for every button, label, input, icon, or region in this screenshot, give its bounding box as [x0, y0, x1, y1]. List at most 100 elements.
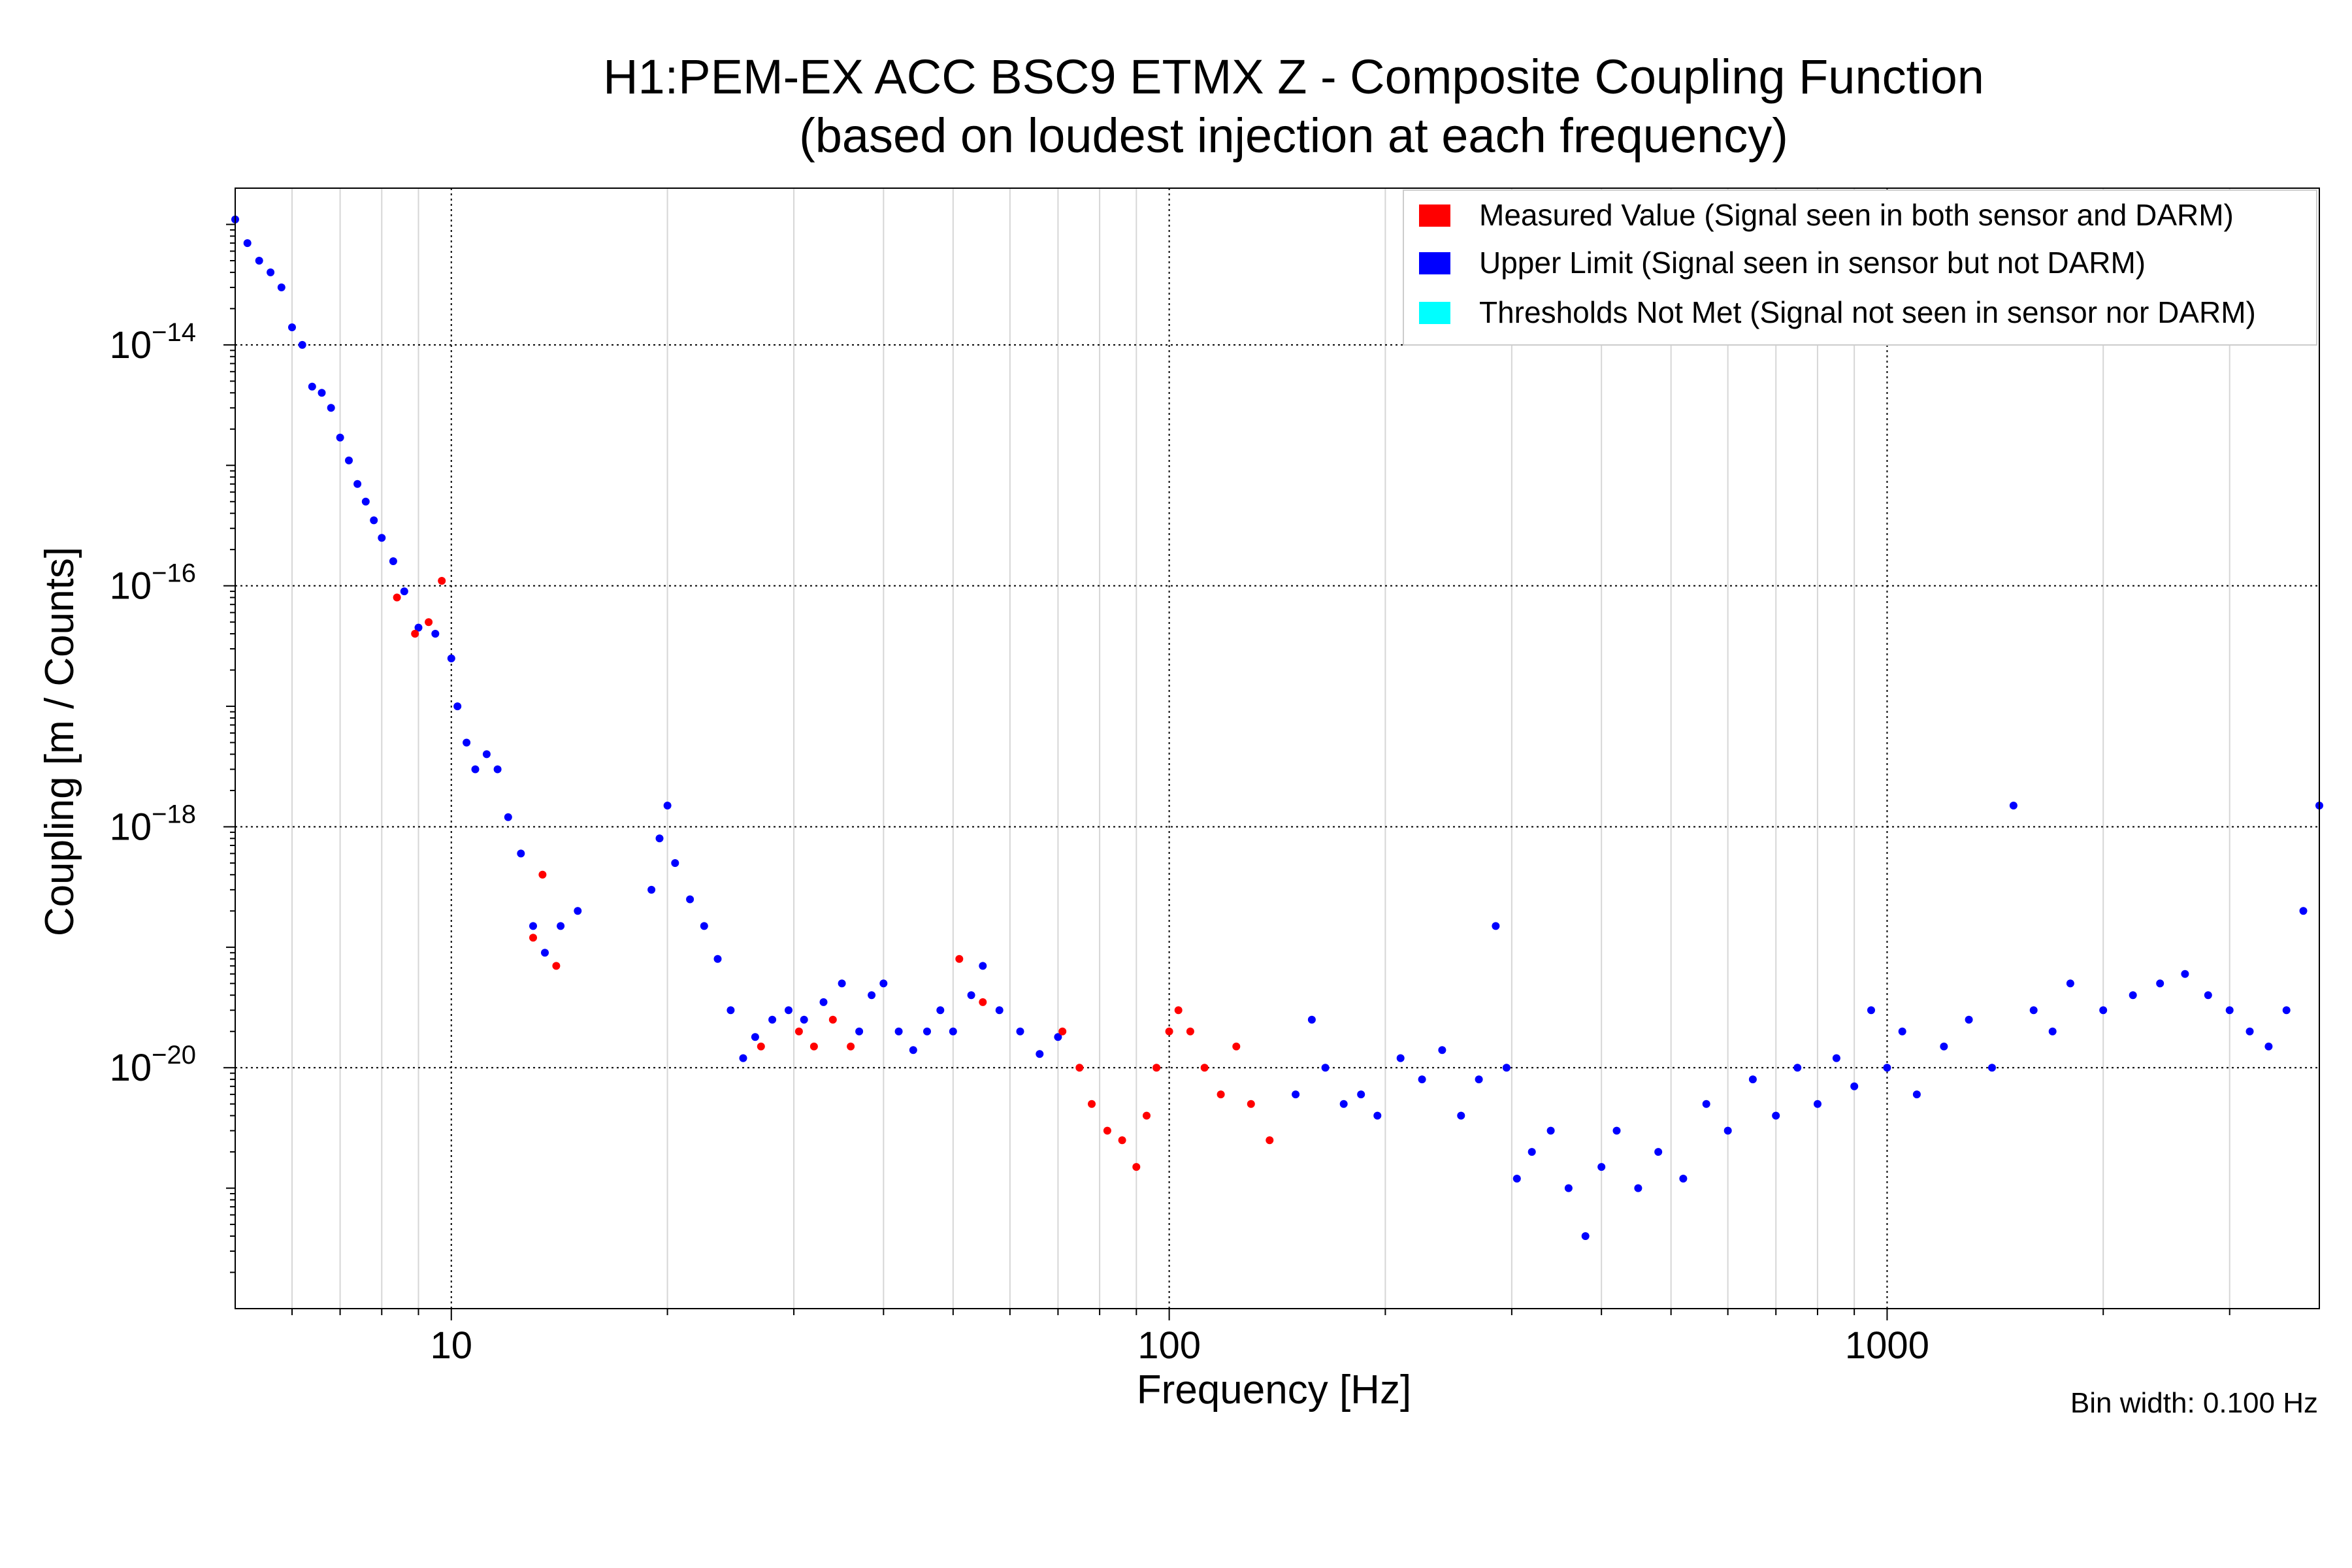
data-point [1036, 1050, 1044, 1058]
legend-swatch-threshold [1419, 302, 1450, 324]
data-point [1307, 1015, 1316, 1024]
data-point [327, 404, 335, 412]
data-point [955, 955, 964, 963]
data-point [663, 802, 672, 809]
data-points [231, 215, 2323, 1240]
y-tick-label: 10−14 [110, 318, 196, 367]
data-point [713, 955, 722, 963]
data-point [353, 480, 362, 488]
data-point [1165, 1027, 1173, 1036]
data-point [504, 813, 512, 821]
data-point [336, 433, 344, 442]
y-tick-label: 10−18 [110, 800, 196, 848]
data-point [393, 593, 401, 602]
data-point [411, 630, 419, 638]
data-point [255, 257, 263, 265]
data-point [1103, 1126, 1111, 1135]
data-point [308, 382, 316, 391]
data-point [2246, 1027, 2254, 1036]
data-point [389, 557, 397, 565]
data-point [1492, 922, 1500, 930]
series-upper-limit [231, 215, 2323, 1240]
data-point [1217, 1090, 1225, 1099]
data-point [936, 1006, 945, 1015]
data-point [979, 962, 987, 970]
data-point [655, 834, 664, 843]
data-point [447, 654, 455, 662]
data-point [1247, 1100, 1255, 1108]
data-point [552, 962, 561, 970]
data-point [828, 1015, 837, 1024]
data-point [995, 1006, 1004, 1015]
data-point [2181, 970, 2189, 978]
data-point [574, 907, 582, 915]
chart-title: H1:PEM-EX ACC BSC9 ETMX Z - Composite Co… [603, 50, 1984, 163]
data-point [1723, 1126, 1732, 1135]
data-point [2009, 802, 2017, 809]
data-point [1373, 1111, 1382, 1120]
plot-frame [235, 188, 2320, 1309]
data-point [1357, 1090, 1365, 1099]
data-point [1702, 1100, 1710, 1108]
data-point [1612, 1126, 1621, 1135]
data-point [1679, 1175, 1688, 1183]
legend-swatch-upper-limit [1419, 252, 1450, 274]
data-point [529, 922, 537, 930]
y-ticks: 10−14 10−16 10−18 10−20 [110, 223, 235, 1273]
chart-title-line-1: H1:PEM-EX ACC BSC9 ETMX Z - Composite Co… [603, 50, 1984, 104]
data-point [855, 1027, 864, 1036]
data-point [686, 895, 694, 904]
bin-width-note: Bin width: 0.100 Hz [2070, 1387, 2318, 1419]
data-point [2129, 991, 2137, 1000]
data-point [819, 998, 828, 1006]
data-point [1912, 1090, 1921, 1099]
data-point [1867, 1006, 1875, 1015]
data-point [1527, 1148, 1536, 1156]
data-point [453, 702, 462, 711]
data-point [2029, 1006, 2038, 1015]
data-point [277, 283, 286, 291]
chart-title-line-2: (based on loudest injection at each freq… [799, 108, 1788, 163]
data-point [1321, 1064, 1330, 1072]
series-measured [393, 577, 1274, 1171]
data-point [1016, 1027, 1024, 1036]
data-point [557, 922, 565, 930]
data-point [1898, 1027, 1906, 1036]
data-point [1418, 1075, 1426, 1084]
data-point [1292, 1090, 1300, 1099]
data-point [425, 618, 433, 627]
data-point [517, 849, 525, 858]
data-point [1772, 1111, 1780, 1120]
data-point [647, 885, 656, 894]
data-point [700, 922, 708, 930]
data-point [2282, 1006, 2291, 1015]
data-point [431, 630, 440, 638]
data-point [967, 991, 975, 1000]
data-point [809, 1042, 818, 1051]
data-point [800, 1015, 808, 1024]
data-point [529, 934, 537, 942]
data-point [979, 998, 987, 1006]
data-point [739, 1054, 747, 1062]
data-point [1143, 1111, 1151, 1120]
data-point [2225, 1006, 2234, 1015]
data-point [879, 979, 888, 988]
data-point [378, 534, 386, 542]
data-point [794, 1027, 803, 1036]
data-point [1174, 1006, 1183, 1015]
data-point [1940, 1042, 1948, 1051]
data-point [361, 497, 370, 506]
data-point [414, 623, 423, 632]
data-point [1118, 1136, 1126, 1145]
data-point [1339, 1100, 1348, 1108]
data-point [868, 991, 876, 1000]
data-point [298, 340, 306, 349]
y-tick-label: 10−16 [110, 559, 196, 608]
data-point [2066, 979, 2074, 988]
legend-label-upper-limit: Upper Limit (Signal seen in sensor but n… [1479, 246, 2146, 280]
data-point [493, 765, 502, 774]
data-point [1152, 1064, 1161, 1072]
y-tick-label: 10−20 [110, 1041, 196, 1089]
data-point [1457, 1111, 1465, 1120]
